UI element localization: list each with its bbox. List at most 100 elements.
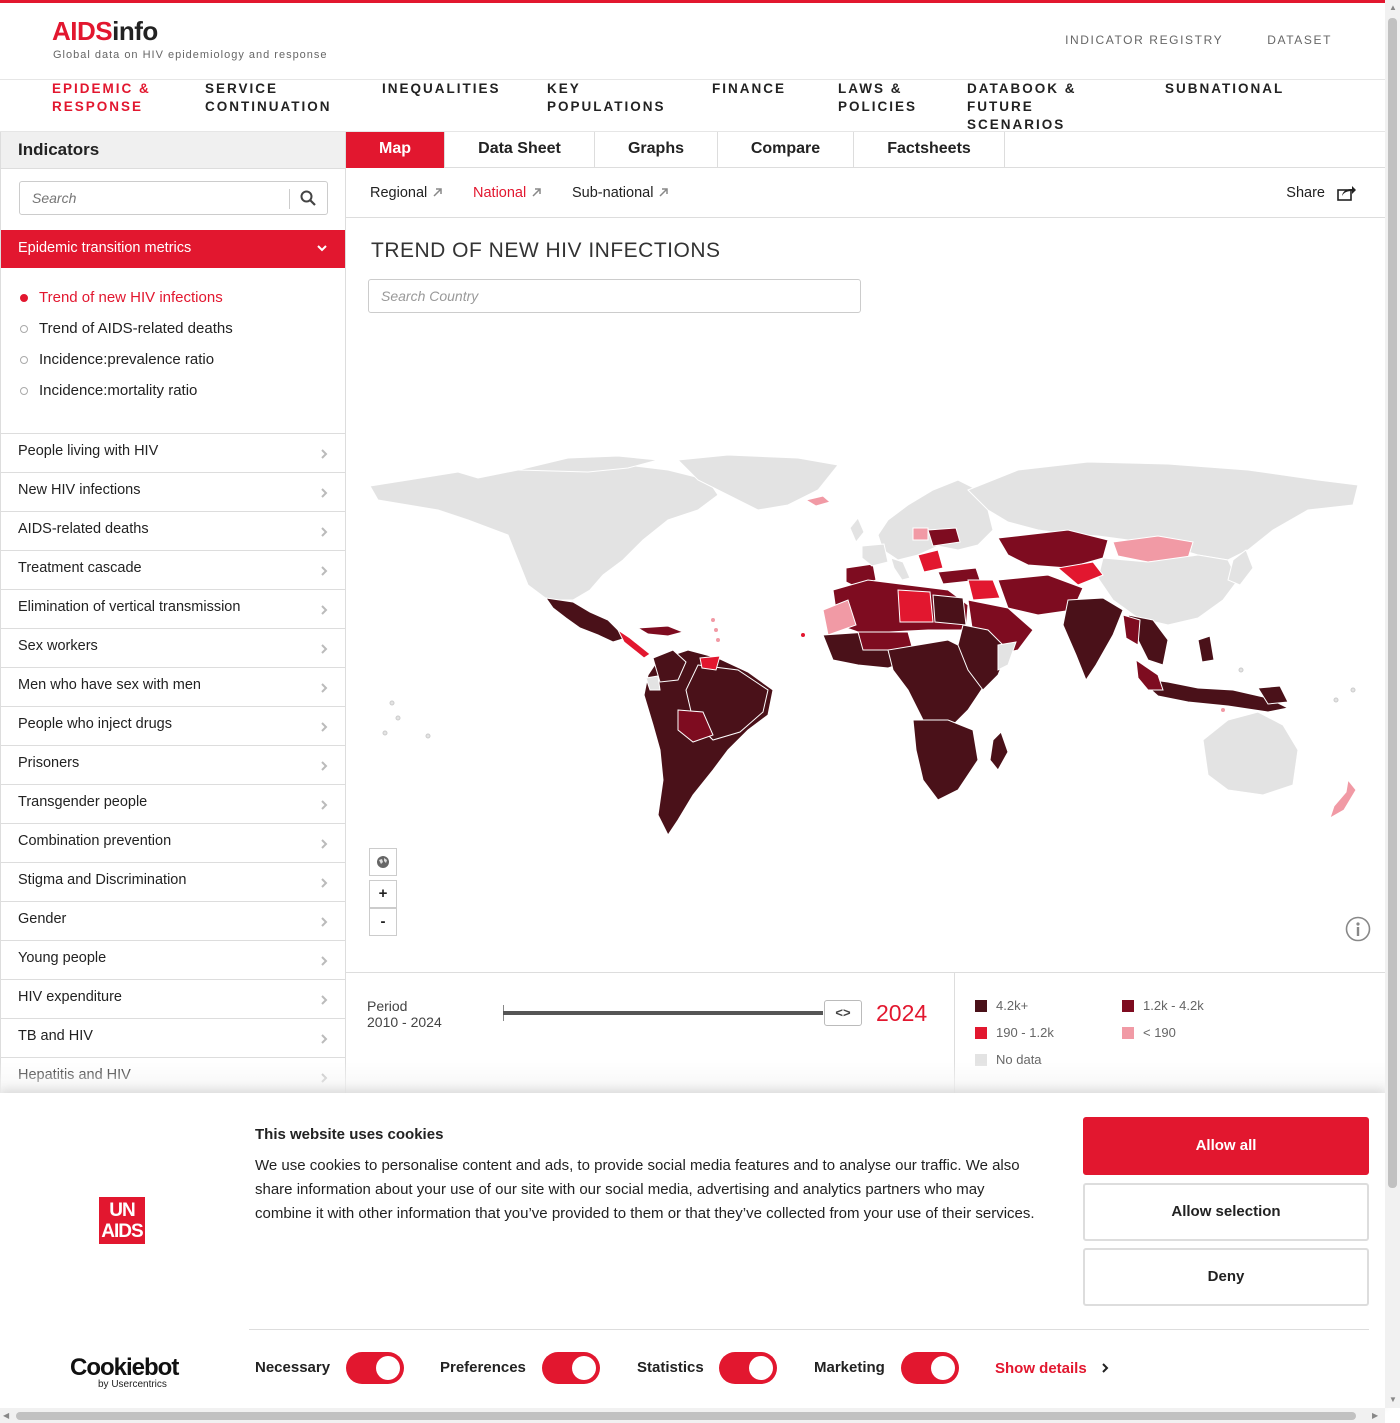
nav-epidemic-response[interactable]: EPIDEMIC & RESPONSE <box>52 81 151 114</box>
marketing-toggle[interactable] <box>901 1352 959 1384</box>
indicator-trend-aids-deaths[interactable]: Trend of AIDS-related deaths <box>1 313 345 344</box>
sidebar-category-label: Gender <box>18 911 67 927</box>
zoom-in-button[interactable]: + <box>369 880 397 908</box>
vertical-scrollbar[interactable]: ▲ ▼ <box>1385 0 1400 1408</box>
map-indonesia-west <box>1135 658 1164 691</box>
nav-service-continuation[interactable]: SERVICE CONTINUATION <box>205 81 332 114</box>
sidebar-category-item[interactable]: Elimination of vertical transmission <box>1 589 345 628</box>
nav-finance[interactable]: FINANCE <box>712 81 786 96</box>
sidebar-title: Indicators <box>1 132 345 169</box>
world-view-button[interactable] <box>369 848 397 876</box>
necessary-toggle[interactable] <box>346 1352 404 1384</box>
vertical-scroll-thumb[interactable] <box>1388 18 1397 1188</box>
site-header: AIDSinfo Global data on HIV epidemiology… <box>0 3 1385 80</box>
chevron-right-icon <box>321 956 328 966</box>
chevron-right-icon <box>321 995 328 1005</box>
map-island <box>395 715 401 721</box>
map-title: TREND OF NEW HIV INFECTIONS <box>371 239 721 262</box>
sidebar-category-item[interactable]: Stigma and Discrimination <box>1 862 345 901</box>
allow-all-button[interactable]: Allow all <box>1083 1117 1369 1175</box>
legend-item: 4.2k+ <box>975 998 1028 1013</box>
chevron-right-icon <box>321 449 328 459</box>
sidebar-category-item[interactable]: Gender <box>1 901 345 940</box>
info-icon[interactable] <box>1345 916 1371 942</box>
deny-button[interactable]: Deny <box>1083 1248 1369 1306</box>
marketing-label: Marketing <box>814 1359 885 1376</box>
sidebar-category-item[interactable]: Prisoners <box>1 745 345 784</box>
category-list: People living with HIV New HIV infections… <box>1 433 345 1094</box>
tab-compare[interactable]: Compare <box>718 132 854 168</box>
sidebar-category-item[interactable]: People living with HIV <box>1 433 345 472</box>
search-icon[interactable] <box>300 190 316 206</box>
share-button[interactable]: Share <box>1286 184 1357 201</box>
statistics-toggle[interactable] <box>719 1352 777 1384</box>
map-island <box>1221 708 1225 712</box>
indicators-sidebar: Indicators Epidemic transition metrics T… <box>0 132 346 1094</box>
legend-swatch <box>1122 1026 1134 1039</box>
indicator-trend-new-hiv-infections[interactable]: Trend of new HIV infections <box>1 282 345 313</box>
indicator-search-input[interactable] <box>20 182 288 214</box>
world-choropleth-map[interactable] <box>368 450 1369 850</box>
tab-data-sheet[interactable]: Data Sheet <box>445 132 595 168</box>
map-island <box>1238 667 1244 673</box>
tab-factsheets[interactable]: Factsheets <box>854 132 1005 168</box>
nav-subnational[interactable]: SUBNATIONAL <box>1165 81 1285 96</box>
chevron-right-icon <box>321 605 328 615</box>
selected-year: 2024 <box>876 1000 928 1026</box>
map-central-asia <box>1056 561 1104 586</box>
sidebar-category-label: People who inject drugs <box>18 716 172 732</box>
country-search-input[interactable]: Search Country <box>368 279 861 313</box>
chevron-right-icon <box>321 839 328 849</box>
preferences-toggle[interactable] <box>542 1352 600 1384</box>
scroll-right-icon[interactable]: ▶ <box>1372 1411 1379 1420</box>
scroll-up-icon[interactable]: ▲ <box>1389 3 1397 12</box>
allow-selection-button[interactable]: Allow selection <box>1083 1183 1369 1241</box>
chevron-right-icon <box>321 800 328 810</box>
indicator-registry-link[interactable]: INDICATOR REGISTRY <box>1065 33 1224 47</box>
scroll-left-icon[interactable]: ◀ <box>3 1411 10 1420</box>
sidebar-category-item[interactable]: New HIV infections <box>1 472 345 511</box>
chevron-right-icon <box>321 566 328 576</box>
sidebar-category-item[interactable]: Treatment cascade <box>1 550 345 589</box>
map-france <box>861 543 889 567</box>
nav-databook-future-scenarios[interactable]: DATABOOK & FUTURE SCENARIOS <box>967 81 1077 132</box>
map-southern-africa <box>912 719 979 801</box>
map-new-zealand <box>1329 778 1357 820</box>
tab-map[interactable]: Map <box>346 132 445 168</box>
sidebar-category-item[interactable]: Combination prevention <box>1 823 345 862</box>
period-slider-handle[interactable]: <> <box>824 1000 862 1026</box>
sidebar-category-item[interactable]: Sex workers <box>1 628 345 667</box>
nav-inequalities[interactable]: INEQUALITIES <box>382 81 501 96</box>
zoom-out-button[interactable]: - <box>369 908 397 936</box>
map-japan-korea <box>1227 549 1254 586</box>
indicator-incidence-prevalence[interactable]: Incidence:prevalence ratio <box>1 344 345 375</box>
sidebar-category-item[interactable]: AIDS-related deaths <box>1 511 345 550</box>
subtab-regional[interactable]: Regional <box>370 185 442 201</box>
map-china <box>1097 554 1239 626</box>
dataset-link[interactable]: DATASET <box>1267 33 1332 47</box>
map-italy <box>890 557 911 581</box>
indicator-incidence-mortality[interactable]: Incidence:mortality ratio <box>1 375 345 406</box>
map-island <box>1350 687 1356 693</box>
map-india <box>1062 597 1124 682</box>
scroll-down-icon[interactable]: ▼ <box>1389 1395 1397 1404</box>
period-slider-track[interactable] <box>503 1011 823 1015</box>
sidebar-category-item[interactable]: TB and HIV <box>1 1018 345 1057</box>
sidebar-category-item[interactable]: Transgender people <box>1 784 345 823</box>
subtab-national[interactable]: National <box>473 185 541 201</box>
horizontal-scroll-thumb[interactable] <box>16 1412 1356 1420</box>
sidebar-category-item[interactable]: Young people <box>1 940 345 979</box>
nav-key-populations[interactable]: KEY POPULATIONS <box>547 81 666 114</box>
horizontal-scrollbar[interactable]: ◀ ▶ <box>0 1408 1385 1423</box>
subtab-sub-national[interactable]: Sub-national <box>572 185 669 201</box>
sidebar-category-label: Men who have sex with men <box>18 677 201 693</box>
sidebar-category-item[interactable]: Men who have sex with men <box>1 667 345 706</box>
sidebar-category-item[interactable]: HIV expenditure <box>1 979 345 1018</box>
tab-graphs[interactable]: Graphs <box>595 132 718 168</box>
map-island <box>1333 697 1339 703</box>
nav-laws-policies[interactable]: LAWS & POLICIES <box>838 81 918 114</box>
sidebar-category-item[interactable]: People who inject drugs <box>1 706 345 745</box>
show-details-link[interactable]: Show details <box>995 1360 1109 1377</box>
category-epidemic-transition-metrics[interactable]: Epidemic transition metrics <box>1 230 345 268</box>
aidsinfo-logo[interactable]: AIDSinfo <box>52 16 158 46</box>
